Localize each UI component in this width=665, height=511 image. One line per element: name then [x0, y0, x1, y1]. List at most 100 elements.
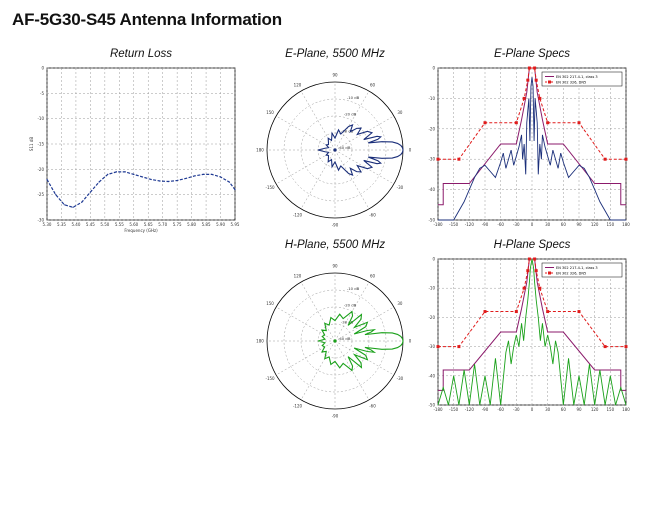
polar-grid-spoke — [300, 340, 336, 401]
return-loss-point — [219, 176, 222, 178]
return-loss-point — [115, 171, 118, 173]
return-loss-point — [72, 206, 74, 208]
polar-angle-label: 60 — [370, 274, 376, 279]
x-tick-label: 180 — [622, 407, 630, 412]
x-tick-label: 5.80 — [187, 222, 196, 227]
polar-pattern-line — [317, 310, 404, 372]
polar-angle-label: 0 — [409, 339, 412, 344]
return-loss-point — [159, 180, 161, 182]
polar-grid-spoke — [275, 340, 336, 376]
standard-mask-marker — [527, 66, 531, 70]
x-tick-label: -150 — [449, 222, 459, 227]
standard-mask-marker — [538, 286, 542, 290]
y-tick-label: -30 — [428, 157, 435, 162]
standard-mask-marker — [534, 78, 538, 82]
x-tick-label: 30 — [545, 222, 551, 227]
polar-grid-spoke — [275, 306, 336, 342]
return-loss-point — [124, 171, 126, 173]
page-title: AF-5G30-S45 Antenna Information — [12, 10, 282, 29]
polar-angle-label: 150 — [266, 301, 274, 306]
polar-grid-spoke — [300, 281, 336, 342]
y-tick-label: -20 — [428, 315, 435, 320]
standard-mask-marker — [624, 157, 628, 161]
standard-mask-marker — [457, 345, 461, 349]
standard-mask-marker — [436, 345, 440, 349]
x-tick-label: 5.40 — [71, 222, 80, 227]
polar-ring-label: -40 dB — [338, 145, 351, 150]
polar-grid-spoke — [334, 149, 395, 185]
polar-angle-label: -30 — [397, 376, 404, 381]
polar-grid-spoke — [334, 149, 370, 210]
legend-entry-1: EN 302 217-4-1, class 3 — [556, 75, 598, 79]
y-tick-label: -30 — [428, 344, 435, 349]
y-tick-label: -50 — [428, 403, 435, 408]
legend-entry-2: EN 302 326, DN5 — [556, 272, 586, 276]
y-tick-label: -10 — [428, 286, 435, 291]
polar-angle-label: -60 — [369, 403, 376, 408]
y-tick-label: -20 — [37, 167, 44, 172]
legend-swatch-marker — [548, 271, 551, 275]
x-tick-label: -60 — [497, 222, 504, 227]
standard-mask-marker — [546, 121, 550, 125]
x-tick-label: -180 — [433, 222, 443, 227]
x-tick-label: -150 — [449, 407, 459, 412]
standard-mask-marker — [457, 157, 461, 161]
return-loss-point — [176, 179, 178, 182]
polar-angle-label: -120 — [293, 212, 303, 217]
standard-mask-marker — [533, 66, 537, 70]
y-tick-label: -5 — [40, 91, 44, 96]
x-tick-label: -120 — [465, 407, 475, 412]
polar-angle-label: 120 — [294, 83, 302, 88]
polar-grid-spoke — [300, 90, 336, 151]
standard-mask-marker — [527, 257, 531, 261]
x-tick-label: 5.70 — [158, 222, 167, 227]
standard-mask-marker — [522, 286, 526, 290]
x-tick-label: 90 — [576, 407, 582, 412]
y-tick-label: -20 — [428, 126, 435, 131]
x-tick-label: 120 — [591, 222, 599, 227]
polar-angle-label: -150 — [266, 376, 276, 381]
legend-swatch-marker — [548, 80, 551, 84]
return-loss-point — [141, 176, 144, 178]
polar-grid-spoke — [334, 90, 370, 151]
y-tick-label: -40 — [428, 373, 435, 378]
standard-mask-marker — [526, 269, 530, 273]
y-tick-label: -10 — [37, 116, 44, 121]
polar-ring-label: -20 dB — [344, 303, 357, 308]
polar-angle-label: -60 — [369, 212, 376, 217]
return-loss-point — [150, 178, 152, 181]
standard-mask-marker — [514, 310, 518, 314]
x-tick-label: -90 — [482, 222, 489, 227]
polar-angle-label: 90 — [332, 264, 338, 269]
x-tick-label: 30 — [545, 407, 551, 412]
standard-mask-marker — [436, 157, 440, 161]
return-loss-chart: 5.30 5.35 5.40 5.45 5.50 5.55 5.60 5.65 5.70 5.75… — [29, 66, 240, 234]
return-loss-point — [228, 181, 230, 183]
x-tick-label: 180 — [622, 222, 630, 227]
standard-mask-marker — [514, 121, 518, 125]
polar-ring-label: -10 dB — [347, 286, 360, 291]
return-loss-title: Return Loss — [109, 48, 172, 60]
e-plane-polar-chart: 0 30 60 90 120 150 180 -150 -120 -90 -60 -30 -10 dB -… — [256, 73, 412, 228]
return-loss-point — [193, 175, 196, 177]
polar-grid-ring — [283, 98, 387, 202]
polar-grid-spoke — [334, 115, 395, 151]
return-loss-point — [89, 191, 91, 193]
x-tick-label: 5.65 — [144, 222, 153, 227]
polar-angle-label: -90 — [332, 414, 339, 419]
polar-angle-label: 120 — [294, 274, 302, 279]
x-tick-label: 60 — [561, 407, 567, 412]
x-tick-label: -30 — [513, 407, 520, 412]
return-loss-point — [202, 173, 204, 175]
return-loss-point — [55, 194, 57, 196]
return-loss-point — [63, 204, 65, 206]
polar-ring-label: -40 dB — [338, 336, 351, 341]
y-tick-label: -50 — [428, 218, 435, 223]
x-tick-label: 150 — [607, 407, 615, 412]
polar-angle-label: 60 — [370, 83, 376, 88]
x-tick-label: 5.95 — [231, 222, 240, 227]
standard-mask-marker — [577, 310, 581, 314]
polar-angle-label: 30 — [397, 110, 403, 115]
legend-box — [541, 262, 623, 278]
polar-ring-label: -10 dB — [347, 95, 360, 100]
